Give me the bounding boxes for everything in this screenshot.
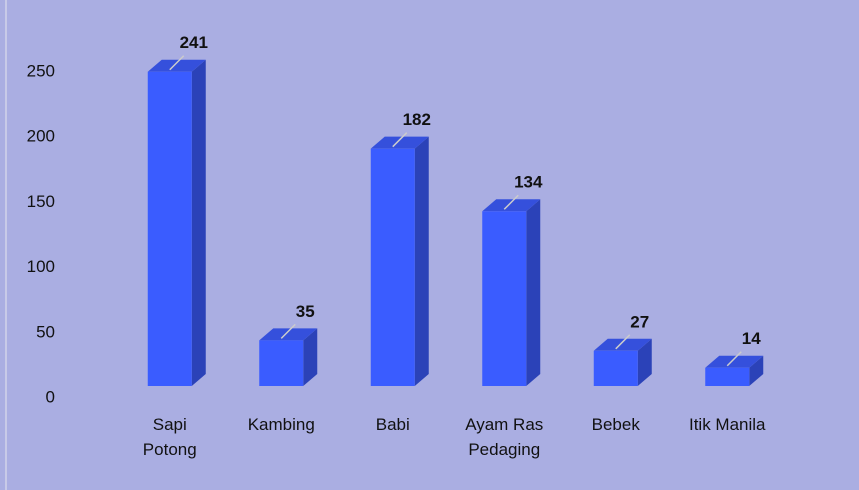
- x-tick-label: Ayam Ras Pedaging: [465, 415, 544, 459]
- x-tick-label: Kambing: [247, 415, 315, 434]
- bar-side: [526, 199, 541, 386]
- y-tick-label: 50: [36, 322, 55, 341]
- bar-top: [482, 199, 541, 212]
- leader-line: [615, 334, 631, 350]
- y-tick-label: 0: [46, 387, 55, 406]
- leader-line: [392, 132, 408, 148]
- x-tick-label: Bebek: [591, 415, 640, 434]
- bar-front: [259, 340, 304, 386]
- bar-top: [259, 328, 318, 341]
- bar-top: [370, 136, 429, 149]
- value-label: 241: [180, 33, 208, 52]
- bar-front: [593, 350, 638, 386]
- value-label: 27: [630, 312, 649, 331]
- x-tick-label: Sapi Potong: [142, 415, 197, 459]
- leader-line: [280, 323, 296, 339]
- bar-front: [370, 148, 415, 386]
- bar: [147, 59, 206, 387]
- leader-line: [503, 194, 519, 210]
- bar-side: [637, 338, 652, 386]
- bar-top: [593, 338, 652, 351]
- bar-top: [147, 59, 206, 72]
- bar-side: [191, 59, 206, 387]
- value-label: 14: [742, 329, 761, 348]
- bar-top: [705, 355, 764, 368]
- value-label: 182: [403, 110, 431, 129]
- y-tick-label: 150: [27, 192, 55, 211]
- bar-side: [303, 328, 318, 386]
- bar: [593, 338, 652, 386]
- y-tick-label: 250: [27, 61, 55, 80]
- bar: [705, 355, 764, 386]
- value-label: 35: [296, 302, 315, 321]
- bar: [482, 199, 541, 386]
- x-tick-label: Babi: [375, 415, 410, 434]
- bar-side: [414, 136, 429, 386]
- bar-side: [749, 355, 764, 386]
- y-tick-label: 200: [27, 127, 55, 146]
- leader-line: [169, 55, 185, 71]
- bar: [370, 136, 429, 386]
- value-label: 134: [514, 173, 543, 192]
- x-tick-label: Itik Manila: [688, 415, 766, 434]
- bar-front: [482, 211, 527, 386]
- y-tick-label: 100: [27, 257, 55, 276]
- leader-line: [726, 351, 742, 367]
- bar: [259, 328, 318, 386]
- bar-front: [705, 367, 750, 386]
- bar-front: [147, 71, 192, 387]
